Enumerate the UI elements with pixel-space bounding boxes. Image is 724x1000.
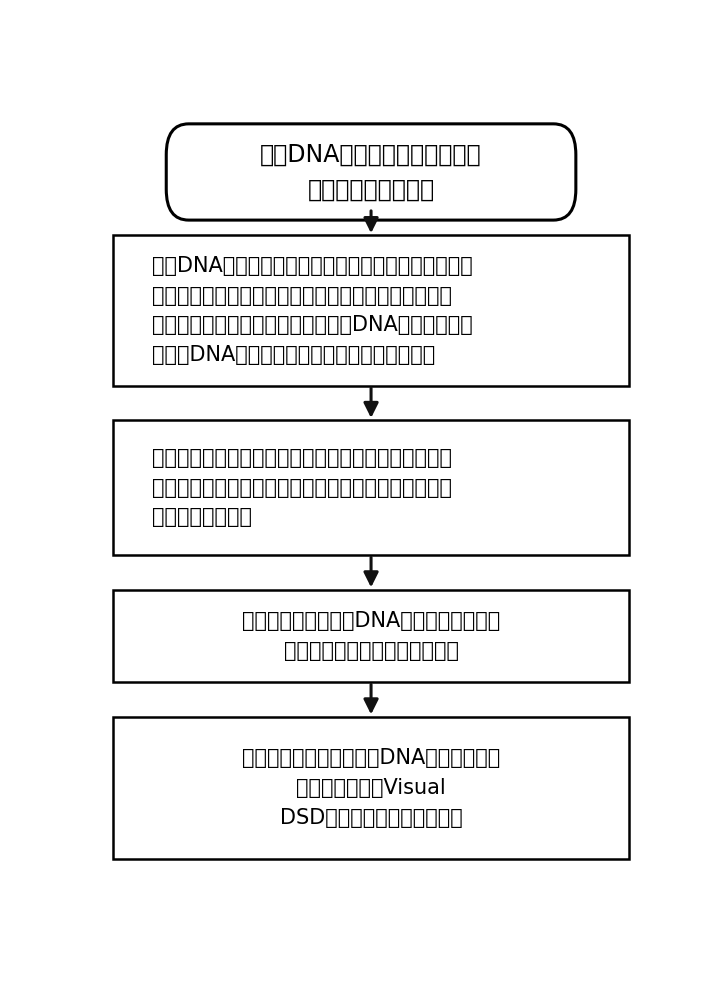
FancyBboxPatch shape — [113, 590, 629, 682]
Text: 基于DNA链置换的反应机制构建二次方逻辑门、一次方
逻辑门和常数逻辑门；分别确定各个计算逻辑门的小支
点域及反应过程中辅助物、反应物的DNA链结构，并确
定各个: 基于DNA链置换的反应机制构建二次方逻辑门、一次方 逻辑门和常数逻辑门；分别确定… — [152, 256, 473, 365]
Text: 调整辅助物浓度，对求解DNA链置换圆和直
线方程组，使用Visual
DSD对求解结果进行仿真验证: 调整辅助物浓度，对求解DNA链置换圆和直 线方程组，使用Visual DSD对求… — [242, 748, 500, 828]
FancyBboxPatch shape — [113, 235, 629, 386]
Text: 基于DNA链置换求解圆和直线方
程组交点的实现方法: 基于DNA链置换求解圆和直线方 程组交点的实现方法 — [260, 142, 482, 202]
FancyBboxPatch shape — [113, 420, 629, 555]
FancyBboxPatch shape — [113, 717, 629, 859]
Text: 根据二次方逻辑门、一次方逻辑门和常数逻辑门生化反
应和数学微分表达式之间的转化关系分别确定二元二次
和二元一次方程；: 根据二次方逻辑门、一次方逻辑门和常数逻辑门生化反 应和数学微分表达式之间的转化关… — [152, 448, 452, 527]
FancyBboxPatch shape — [167, 124, 576, 220]
Text: 根据化学反应速率在DNA链置换反应池中的
影响，设计了圆和直线方程组；: 根据化学反应速率在DNA链置换反应池中的 影响，设计了圆和直线方程组； — [242, 611, 500, 661]
